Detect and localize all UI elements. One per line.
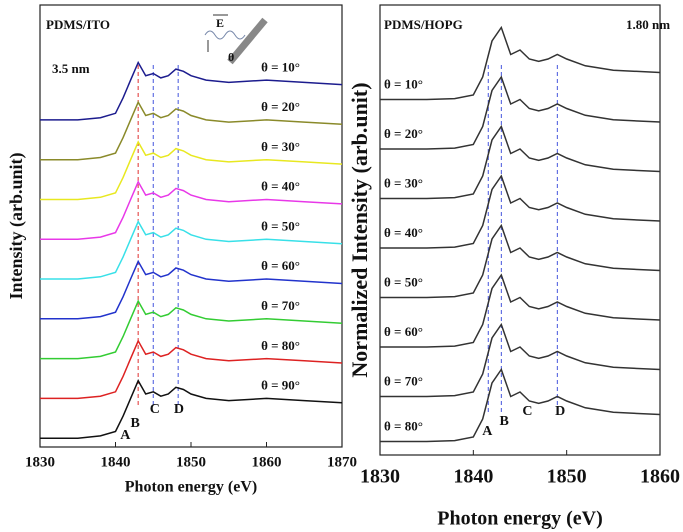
x-tick-label: 1830 — [360, 466, 400, 488]
spectrum-line — [40, 140, 343, 201]
series-label: θ = 30° — [384, 175, 423, 190]
peak-label: B — [130, 416, 139, 431]
spectrum-line — [380, 322, 661, 398]
series-label: θ = 20° — [261, 99, 300, 114]
spectrum-line — [380, 223, 661, 299]
spectrum-line — [380, 273, 661, 348]
inset-label: E — [216, 16, 224, 30]
polarization-inset — [204, 14, 268, 65]
inset-wave — [204, 30, 246, 40]
series-label: θ = 10° — [261, 59, 300, 74]
peak-label: C — [522, 404, 532, 419]
x-tick-label: 1870 — [327, 454, 357, 470]
inset-sample — [227, 17, 268, 65]
series-label: θ = 60° — [261, 258, 300, 273]
x-tick-label: 1860 — [252, 454, 282, 470]
series-label: θ = 70° — [384, 373, 423, 388]
y-axis-label: Normalized Intensity (arb.unit) — [347, 82, 372, 377]
x-tick-label: 1840 — [453, 466, 493, 488]
spectrum-line — [380, 174, 661, 249]
x-axis-label: Photon energy (eV) — [125, 479, 257, 496]
peak-label: D — [555, 404, 565, 419]
series-label: θ = 40° — [384, 225, 423, 240]
spectrum-line — [380, 124, 661, 200]
panel-title: PDMS/ITO — [46, 17, 110, 32]
x-tick-label: 1840 — [101, 454, 131, 470]
spectrum-line — [40, 299, 343, 360]
x-axis-label: Photon energy (eV) — [437, 508, 603, 530]
series-label: θ = 10° — [384, 76, 423, 91]
panel-subtitle: 1.80 nm — [626, 17, 670, 32]
peak-label: C — [150, 402, 160, 417]
inset-label: θ — [228, 50, 234, 64]
spectrum-line — [40, 379, 343, 439]
series-label: θ = 50° — [261, 218, 300, 233]
x-tick-label: 1850 — [547, 466, 587, 488]
spectrum-line — [380, 75, 661, 150]
series-label: θ = 80° — [261, 338, 300, 353]
series-label: θ = 30° — [261, 139, 300, 154]
series-label: θ = 80° — [384, 418, 423, 433]
x-tick-label: 1830 — [25, 454, 55, 470]
series-label: θ = 90° — [261, 378, 300, 393]
spectrum-line — [40, 339, 343, 400]
peak-label: A — [482, 424, 493, 439]
spectrum-line — [40, 60, 343, 121]
spectrum-line — [380, 25, 661, 101]
series-label: θ = 70° — [261, 298, 300, 313]
panel-title: PDMS/HOPG — [384, 17, 463, 32]
series-label: θ = 60° — [384, 324, 423, 339]
series-label: θ = 40° — [261, 179, 300, 194]
series-label: θ = 50° — [384, 274, 423, 289]
y-axis-label: Intensity (arb.unit) — [6, 152, 27, 299]
spectrum-line — [40, 219, 343, 280]
x-tick-label: 1850 — [176, 454, 206, 470]
spectrum-line — [40, 180, 343, 241]
spectrum-line — [40, 100, 343, 161]
plot-frame — [379, 4, 661, 456]
panel-subtitle: 3.5 nm — [52, 61, 90, 76]
peak-label: D — [174, 402, 184, 417]
peak-label: B — [499, 414, 508, 429]
x-tick-label: 1860 — [640, 466, 680, 488]
spectrum-line — [380, 367, 661, 443]
series-label: θ = 20° — [384, 126, 423, 141]
peak-label: A — [120, 428, 131, 443]
spectrum-line — [40, 259, 343, 320]
